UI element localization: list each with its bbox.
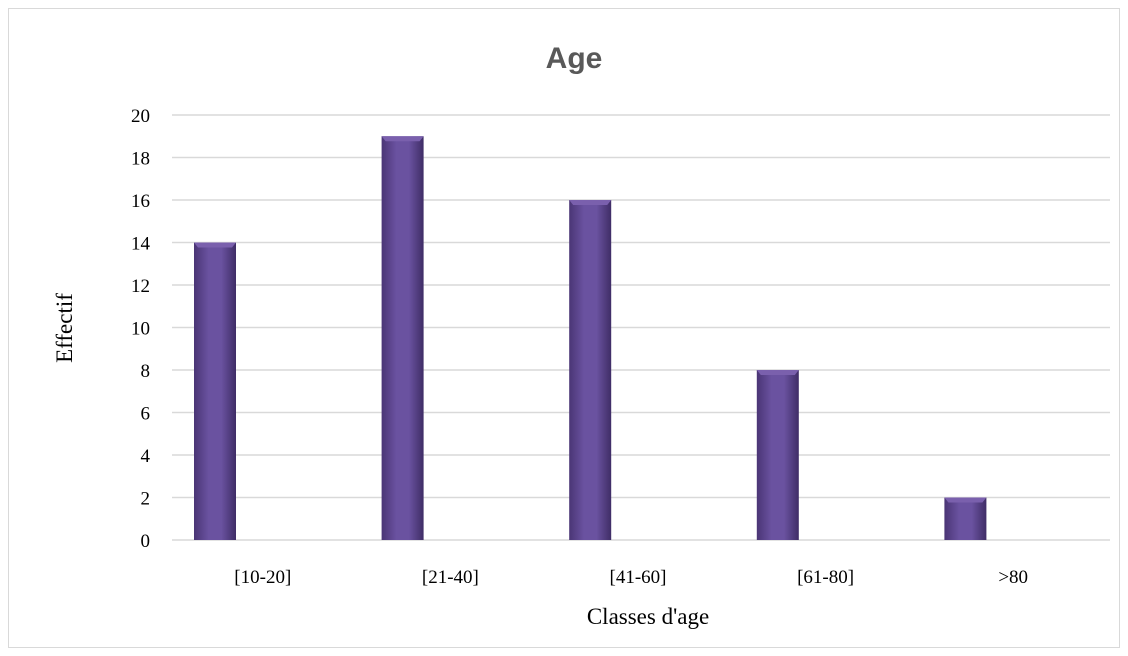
y-tick-label: 8 — [141, 361, 151, 382]
bar-top-bevel — [944, 497, 987, 503]
bar — [944, 497, 987, 540]
y-tick-label: 2 — [141, 489, 151, 510]
y-tick-label: 4 — [141, 446, 151, 467]
y-axis-title: Effectif — [52, 293, 77, 363]
chart-title: Age — [546, 42, 603, 75]
y-tick-label: 18 — [131, 149, 150, 170]
x-tick-label: [10-20] — [234, 567, 291, 588]
x-tick-label: [21-40] — [422, 567, 479, 588]
bar — [381, 136, 424, 540]
x-axis-ticks: [10-20] [21-40] [41-60] [61-80] >80 — [234, 567, 1028, 588]
bars — [194, 136, 987, 540]
y-tick-label: 12 — [131, 276, 150, 297]
y-tick-label: 14 — [131, 234, 151, 255]
bar — [569, 200, 612, 540]
bar-top-bevel — [756, 370, 799, 375]
bar-top-bevel — [569, 200, 612, 205]
y-tick-label: 6 — [141, 404, 151, 425]
y-axis-ticks: 0 2 4 6 8 10 12 14 16 18 20 — [131, 106, 151, 552]
x-tick-label: [41-60] — [610, 567, 667, 588]
x-tick-label: >80 — [998, 567, 1028, 588]
y-tick-label: 16 — [131, 191, 150, 212]
gridlines — [172, 114, 1110, 541]
y-tick-label: 20 — [131, 106, 150, 127]
bar — [194, 242, 236, 540]
bar-top-bevel — [381, 136, 424, 142]
y-tick-label: 0 — [141, 531, 151, 552]
y-tick-label: 10 — [131, 319, 150, 340]
bar-top-bevel — [194, 242, 236, 248]
x-tick-label: [61-80] — [797, 567, 854, 588]
bar — [756, 370, 799, 540]
x-axis-title: Classes d'age — [587, 604, 709, 629]
